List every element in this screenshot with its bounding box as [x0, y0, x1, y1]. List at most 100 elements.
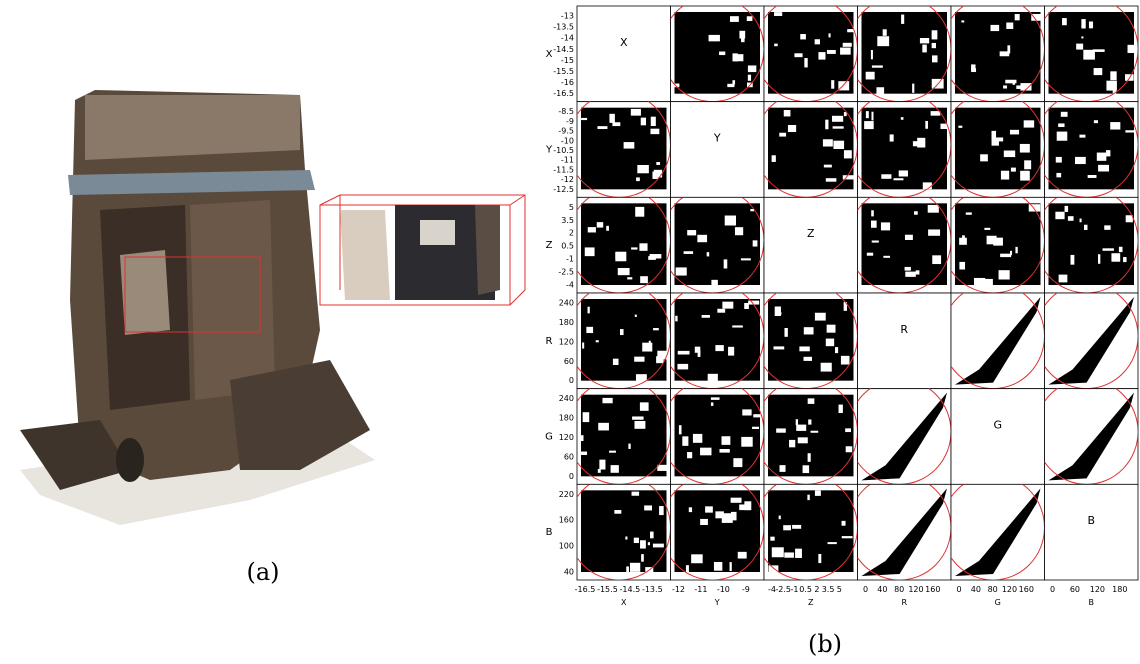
gap: [708, 374, 718, 384]
gap: [795, 549, 802, 558]
gap: [833, 126, 844, 128]
gap: [799, 346, 809, 351]
gap: [840, 48, 851, 55]
gap: [839, 405, 843, 413]
left-tick-label: 0.5: [561, 242, 574, 251]
gap: [901, 15, 904, 24]
gap: [719, 52, 725, 56]
gap: [999, 270, 1010, 279]
left-tick-label: -15: [561, 56, 574, 65]
left-tick-label: -11: [561, 156, 574, 165]
gap: [612, 122, 620, 126]
gap: [711, 402, 713, 405]
gap: [959, 238, 967, 245]
gap: [1097, 153, 1107, 161]
bottom-tick-label: -9: [742, 585, 750, 594]
gap: [905, 267, 911, 271]
gap: [961, 20, 964, 22]
left-tick-label: -13.5: [553, 23, 574, 32]
gap: [634, 421, 645, 429]
gap: [609, 114, 614, 123]
gap: [730, 16, 739, 22]
gap: [741, 38, 745, 42]
bottom-tick-label: 160: [925, 585, 940, 594]
gap: [733, 458, 742, 467]
left-tick-label: 5: [569, 203, 574, 212]
gap: [844, 150, 852, 158]
gap: [920, 38, 929, 43]
gap: [732, 80, 735, 84]
gap: [656, 356, 664, 363]
gap: [613, 359, 619, 365]
gap: [773, 346, 784, 349]
gap: [901, 117, 904, 120]
gap: [635, 207, 644, 217]
gap: [687, 230, 696, 235]
gap: [725, 216, 736, 226]
gap: [632, 492, 640, 496]
cell-points: [755, 92, 858, 197]
left-tick-label: -14.5: [553, 45, 574, 54]
caption-a: (a): [246, 558, 279, 586]
gap: [1015, 14, 1020, 20]
cell-points: [568, 475, 671, 580]
gap: [581, 452, 587, 455]
gap: [1065, 206, 1069, 212]
cell-points: [1035, 188, 1138, 293]
gap: [788, 125, 796, 132]
cell-points: [755, 379, 858, 484]
gap: [678, 351, 690, 355]
gap: [846, 446, 853, 452]
gap: [1076, 44, 1083, 50]
gap: [744, 303, 749, 309]
cell: [951, 389, 1045, 485]
gap: [709, 35, 720, 41]
cell-points: [942, 188, 1045, 293]
gap: [779, 465, 785, 472]
gap: [922, 45, 926, 53]
gap: [700, 519, 708, 525]
gap: [792, 525, 801, 529]
gap: [826, 178, 837, 182]
gap: [775, 307, 781, 316]
gap: [739, 31, 745, 39]
row-name: X: [546, 49, 553, 60]
left-tick-label: 100: [559, 542, 574, 551]
gap: [724, 259, 728, 268]
gap: [732, 325, 743, 327]
gap: [1059, 275, 1068, 283]
left-tick-label: -10: [561, 136, 574, 145]
gap: [635, 315, 637, 317]
gap: [653, 328, 659, 330]
point-cloud: [675, 12, 761, 94]
gap: [1000, 254, 1011, 257]
gap: [653, 544, 664, 548]
gap: [691, 554, 703, 563]
left-tick-label: 3.5: [561, 216, 574, 225]
bottom-tick-label: 2: [814, 585, 819, 594]
cell-points: [568, 188, 671, 293]
gap: [770, 537, 774, 541]
gap: [1125, 74, 1134, 81]
gap: [650, 254, 662, 258]
gap: [748, 65, 756, 72]
cell-points: [1035, 92, 1138, 197]
left-tick-label: -16.5: [553, 89, 574, 98]
gap: [987, 236, 997, 245]
cell: [577, 6, 671, 102]
cell-points: [755, 283, 858, 388]
gap: [1010, 130, 1019, 135]
gap: [835, 347, 838, 353]
gap: [1111, 253, 1120, 262]
gap: [711, 397, 720, 400]
gap: [831, 80, 834, 89]
gap: [815, 39, 820, 44]
gap: [784, 552, 794, 557]
gap: [807, 495, 809, 500]
gap: [634, 538, 639, 543]
bottom-tick-label: 120: [908, 585, 923, 594]
left-tick-label: -16: [561, 78, 574, 87]
gap: [1013, 82, 1015, 85]
cell-points: [661, 475, 764, 580]
gap: [843, 175, 855, 179]
